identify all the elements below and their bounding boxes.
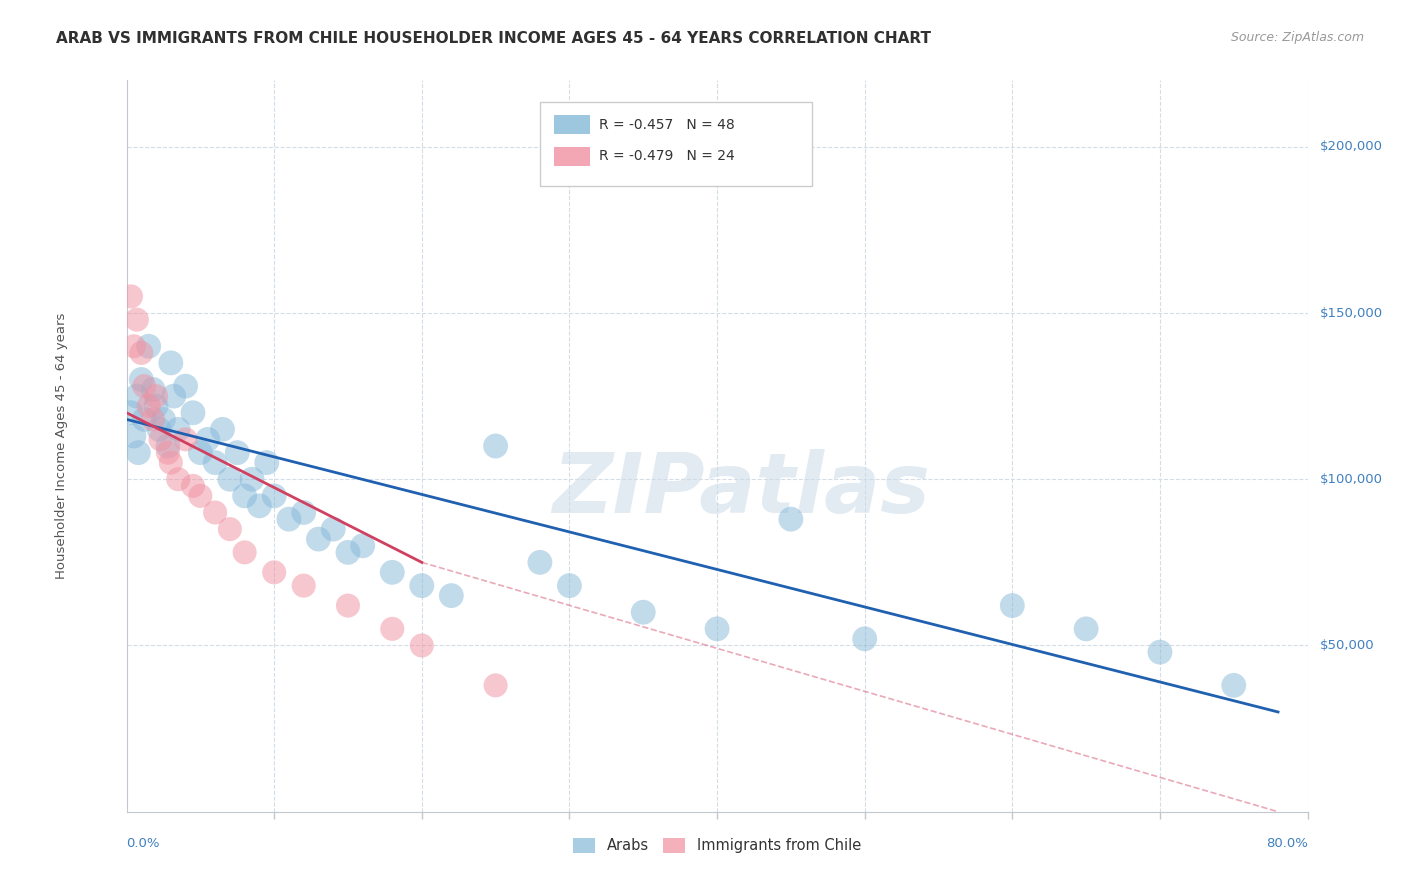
Point [1001,599,1024,613]
Point [226,445,249,459]
Text: ARAB VS IMMIGRANTS FROM CHILE HOUSEHOLDER INCOME AGES 45 - 64 YEARS CORRELATION : ARAB VS IMMIGRANTS FROM CHILE HOUSEHOLDE… [56,31,931,46]
Point [484,678,508,692]
Point [484,439,508,453]
Point [278,512,301,526]
Point [181,406,204,420]
Point [134,412,156,426]
Point [779,512,801,526]
Point [247,499,270,513]
Point [440,589,463,603]
Point [204,506,226,520]
Point [204,456,226,470]
Point [167,422,190,436]
Point [156,445,179,459]
Point [352,539,374,553]
FancyBboxPatch shape [540,103,811,186]
Point [188,489,211,503]
Point [129,346,153,360]
Text: 80.0%: 80.0% [1265,838,1308,850]
Point [240,472,263,486]
Bar [554,115,589,135]
Point [145,399,167,413]
Point [322,522,344,536]
Point [120,406,142,420]
Point [218,522,242,536]
Text: Source: ZipAtlas.com: Source: ZipAtlas.com [1230,31,1364,45]
Point [174,433,197,447]
Point [160,456,183,470]
Bar [554,147,589,166]
Text: $100,000: $100,000 [1319,473,1382,486]
Point [381,566,404,580]
Point [120,289,142,303]
Point [142,383,165,397]
Point [706,622,728,636]
Point [218,472,242,486]
Point [145,389,167,403]
Point [529,555,551,569]
Text: $50,000: $50,000 [1319,639,1374,652]
Point [1222,678,1246,692]
Point [138,339,160,353]
Point [122,429,145,443]
Text: R = -0.457   N = 48: R = -0.457 N = 48 [599,118,735,132]
Point [263,566,285,580]
Point [125,389,148,403]
Point [142,412,165,426]
Point [129,372,153,386]
Point [174,379,197,393]
Point [138,399,160,413]
Point [156,439,179,453]
Point [558,579,581,593]
Legend: Arabs, Immigrants from Chile: Arabs, Immigrants from Chile [567,832,868,859]
Point [152,412,174,426]
Point [134,379,156,393]
Text: R = -0.479   N = 24: R = -0.479 N = 24 [599,149,735,163]
Text: Householder Income Ages 45 - 64 years: Householder Income Ages 45 - 64 years [55,313,67,579]
Point [292,579,315,593]
Point [633,605,655,619]
Text: $200,000: $200,000 [1319,140,1382,153]
Point [233,489,256,503]
Point [411,639,433,653]
Text: $150,000: $150,000 [1319,307,1382,319]
Point [263,489,285,503]
Point [337,545,360,559]
Point [256,456,278,470]
Point [411,579,433,593]
Point [337,599,360,613]
Point [1149,645,1171,659]
Point [160,356,183,370]
Point [149,433,172,447]
Point [292,506,315,520]
Point [188,445,211,459]
Point [211,422,233,436]
Point [163,389,186,403]
Point [197,433,219,447]
Point [122,339,145,353]
Point [381,622,404,636]
Point [127,445,149,459]
Point [1076,622,1098,636]
Text: ZIPatlas: ZIPatlas [551,450,929,531]
Point [148,422,170,436]
Point [125,312,148,326]
Point [167,472,190,486]
Point [853,632,876,646]
Point [307,532,329,546]
Point [181,479,204,493]
Text: 0.0%: 0.0% [127,838,160,850]
Point [233,545,256,559]
